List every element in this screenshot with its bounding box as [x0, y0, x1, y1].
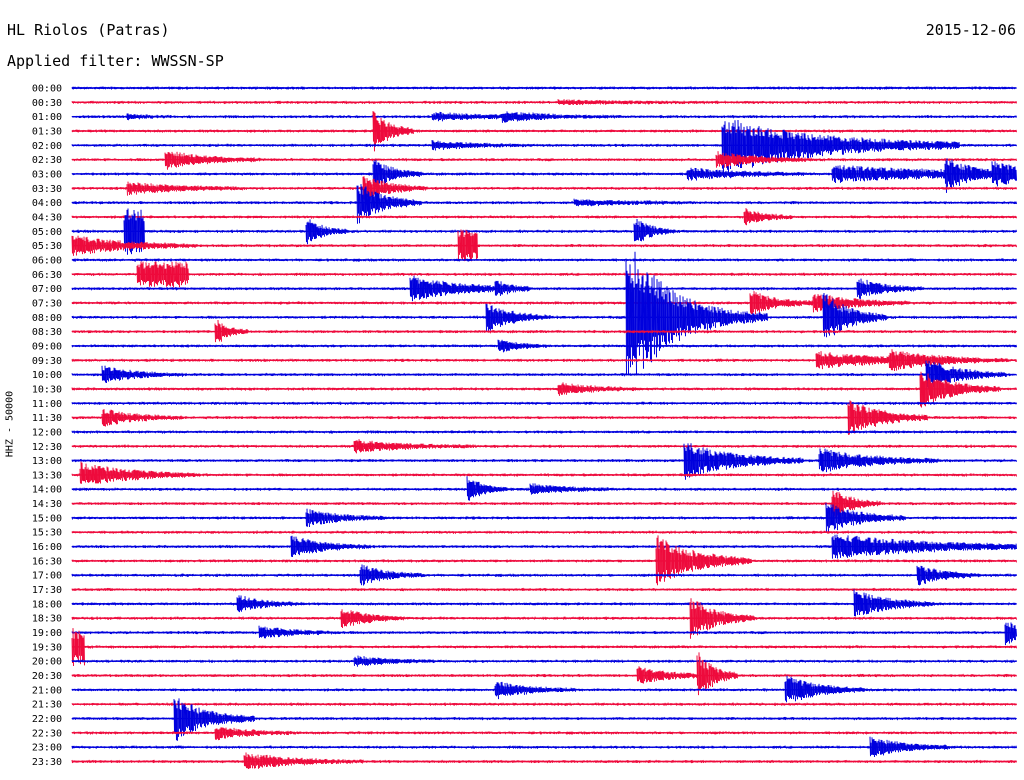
trace-row-2100 [71, 675, 1017, 703]
time-label-1630: 16:30 [32, 556, 62, 567]
seismic-traces [71, 86, 1017, 770]
trace-row-2230 [71, 727, 1017, 741]
time-label-0000: 00:00 [32, 84, 62, 95]
time-label-2300: 23:00 [32, 743, 62, 754]
time-label-1530: 15:30 [32, 528, 62, 539]
time-label-0800: 08:00 [32, 313, 62, 324]
time-label-0930: 09:30 [32, 356, 62, 367]
time-label-0630: 06:30 [32, 270, 62, 281]
time-label-0830: 08:30 [32, 327, 62, 338]
time-label-2200: 22:00 [32, 714, 62, 725]
time-label-2130: 21:30 [32, 700, 62, 711]
station-title: HL Riolos (Patras) [7, 21, 170, 39]
time-label-1500: 15:00 [32, 513, 62, 524]
time-label-0500: 05:00 [32, 227, 62, 238]
time-label-2100: 21:00 [32, 685, 62, 696]
time-label-1700: 17:00 [32, 571, 62, 582]
time-label-0030: 00:30 [32, 98, 62, 109]
time-label-0100: 01:00 [32, 112, 62, 123]
time-label-0600: 06:00 [32, 255, 62, 266]
time-label-0700: 07:00 [32, 284, 62, 295]
time-label-0730: 07:30 [32, 298, 62, 309]
time-label-2230: 22:30 [32, 728, 62, 739]
trace-row-1800 [71, 589, 1017, 617]
trace-row-1400 [71, 476, 1017, 501]
time-label-1600: 16:00 [32, 542, 62, 553]
time-label-2330: 23:30 [32, 757, 62, 768]
time-label-0900: 09:00 [32, 341, 62, 352]
time-label-0330: 03:30 [32, 184, 62, 195]
time-label-1430: 14:30 [32, 499, 62, 510]
time-label-0530: 05:30 [32, 241, 62, 252]
time-label-1900: 19:00 [32, 628, 62, 639]
time-label-1030: 10:30 [32, 384, 62, 395]
trace-row-1900 [71, 622, 1017, 646]
time-label-2030: 20:30 [32, 671, 62, 682]
time-label-0430: 04:30 [32, 212, 62, 223]
time-label-1130: 11:30 [32, 413, 62, 424]
time-label-0400: 04:00 [32, 198, 62, 209]
trace-row-1330 [71, 461, 1017, 484]
time-label-1330: 13:30 [32, 470, 62, 481]
time-label-0130: 01:30 [32, 126, 62, 137]
time-label-0230: 02:30 [32, 155, 62, 166]
time-label-0200: 02:00 [32, 141, 62, 152]
time-label-1100: 11:00 [32, 399, 62, 410]
time-label-1300: 13:00 [32, 456, 62, 467]
time-label-1830: 18:30 [32, 614, 62, 625]
time-label-1200: 12:00 [32, 427, 62, 438]
time-label-1730: 17:30 [32, 585, 62, 596]
time-label-0300: 03:00 [32, 169, 62, 180]
time-label-2000: 20:00 [32, 657, 62, 668]
trace-row-0200 [71, 119, 1017, 175]
time-label-1400: 14:00 [32, 485, 62, 496]
date-label: 2015-12-06 [925, 21, 1016, 39]
time-label-1930: 19:30 [32, 642, 62, 653]
trace-row-0230 [71, 151, 1017, 170]
filter-label: Applied filter: WWSSN-SP [7, 52, 224, 70]
time-label-1000: 10:00 [32, 370, 62, 381]
time-label-1230: 12:30 [32, 442, 62, 453]
time-labels: 00:00 00:30 01:00 01:30 02:00 02:30 03:00 03:30… [32, 84, 62, 769]
time-label-1800: 18:00 [32, 599, 62, 610]
